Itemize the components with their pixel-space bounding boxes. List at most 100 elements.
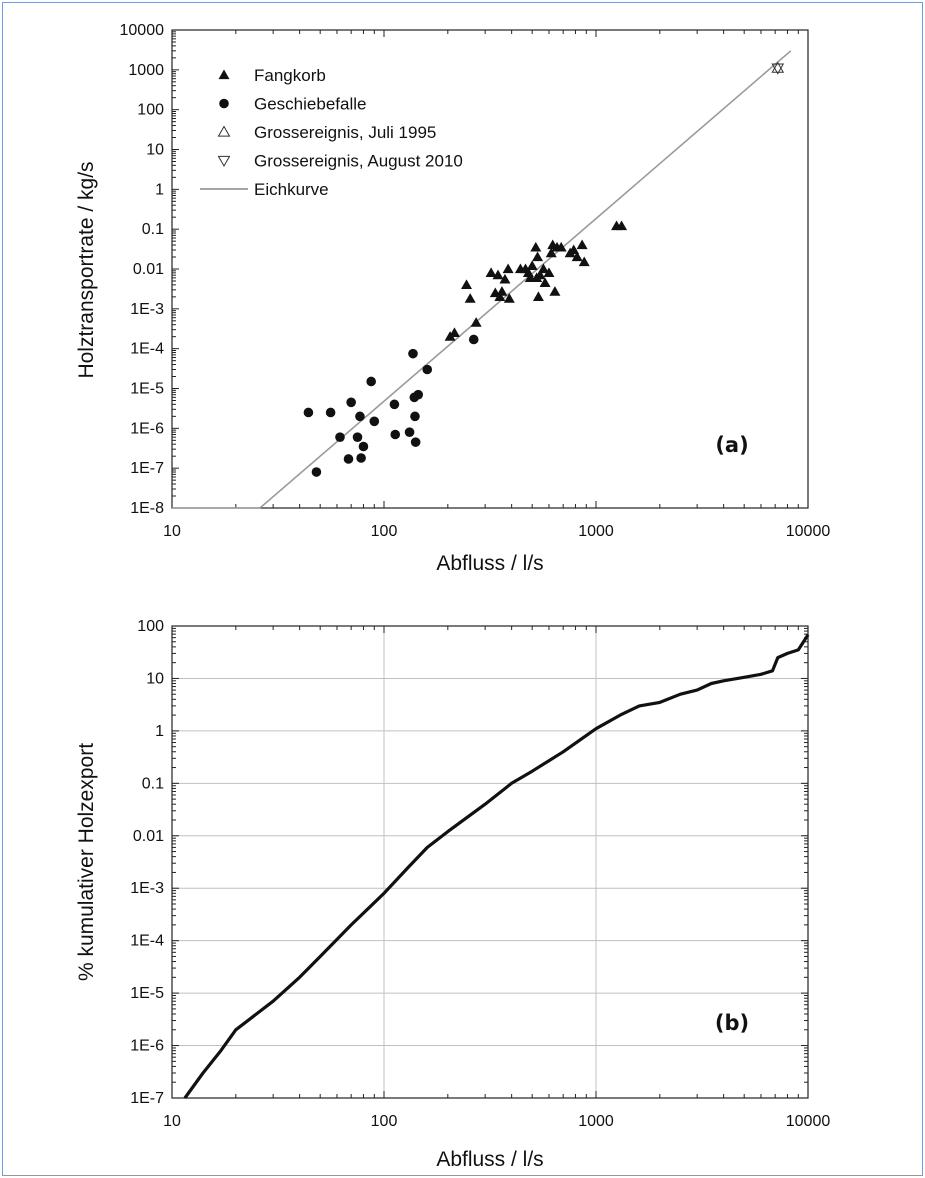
panel-a-label: (a) [715, 433, 748, 457]
geschiebefalle-point [408, 348, 418, 359]
geschiebefalle-point [389, 399, 400, 410]
geschiebefalle-point [366, 376, 376, 387]
fangkorb-point [545, 247, 557, 258]
b-y-tick-label: 1E-3 [130, 880, 164, 897]
b-x-tick-label: 10 [163, 1113, 181, 1130]
b-y-tick-label: 1 [155, 723, 164, 740]
a-x-tick-label: 1000 [578, 523, 614, 540]
grossereignis-juli-1995-point [771, 61, 785, 73]
fangkorb-point [543, 267, 555, 277]
fangkorb-point [496, 286, 508, 296]
panel-b-y-tick-labels: 1E-7 1E-6 1E-5 1E-4 1E-3 0.01 0.1 1 10 100 [130, 618, 164, 1107]
panel-a-chart: 1E-8 1E-7 1E-6 1E-5 1E-4 1E-3 0.01 0.1 1 10 100 100… [75, 22, 830, 575]
fangkorb-point [534, 269, 546, 280]
a-y-tick-label: 100 [137, 102, 164, 119]
geschiebefalle-point [311, 467, 322, 477]
panel-a-fit-line [172, 50, 792, 509]
legend-marker-icon [219, 98, 229, 109]
geschiebefalle-point [358, 441, 369, 452]
panel-a-y-tick-labels: 1E-8 1E-7 1E-6 1E-5 1E-4 1E-3 0.01 0.1 1 10 100 100… [120, 22, 165, 517]
panel-a-x-axis-title: Abfluss / l/s [436, 552, 543, 575]
legend-label: Eichkurve [254, 180, 329, 199]
legend-marker-icon [217, 125, 231, 137]
fangkorb-point [448, 327, 460, 337]
geschiebefalle-point [346, 397, 356, 408]
fangkorb-point [499, 273, 511, 284]
a-y-tick-label: 1 [155, 181, 164, 198]
panel-a-y-axis-title: Holztransportrate / kg/s [75, 161, 98, 378]
fangkorb-point [539, 277, 551, 287]
a-x-tick-label: 10 [163, 523, 181, 540]
fangkorb-point [537, 263, 549, 274]
panel-b-plot-area [171, 625, 809, 1099]
geschiebefalle-point [325, 407, 336, 418]
panel-a-x-tick-labels: 10 100 1000 10000 [163, 523, 830, 540]
geschiebefalle-point [352, 432, 363, 442]
a-x-tick-label: 100 [371, 523, 398, 540]
fangkorb-point [526, 260, 538, 270]
b-y-tick-label: 1E-7 [130, 1090, 164, 1107]
a-y-tick-label: 10 [146, 142, 164, 159]
a-y-tick-label: 1E-6 [130, 420, 164, 437]
a-y-tick-label: 0.01 [133, 261, 164, 278]
a-y-tick-label: 1E-7 [130, 460, 164, 477]
a-y-tick-label: 0.1 [142, 221, 164, 238]
fangkorb-point [532, 291, 544, 301]
geschiebefalle-point [390, 429, 401, 440]
panel-b-cumulative-curve [183, 633, 810, 1099]
fangkorb-point [530, 241, 542, 252]
a-y-tick-label: 10000 [120, 22, 165, 39]
a-y-tick-label: 1E-3 [130, 301, 164, 318]
panel-a-ticks [171, 29, 809, 509]
b-y-tick-label: 10 [146, 670, 164, 687]
legend-label: Grossereignis, Juli 1995 [254, 123, 436, 142]
fangkorb-point [492, 269, 504, 280]
geschiebefalle-point [468, 334, 479, 345]
panel-b-label: (b) [715, 1011, 749, 1035]
panel-b-x-axis-title: Abfluss / l/s [436, 1148, 543, 1171]
fangkorb-point [502, 263, 514, 274]
b-y-tick-label: 0.1 [142, 775, 164, 792]
panel-b-y-axis-title: % kumulativer Holzexport [75, 743, 98, 981]
geschiebefalle-point [303, 407, 314, 418]
geschiebefalle-point [422, 364, 433, 375]
fangkorb-point [485, 267, 497, 277]
fangkorb-point [549, 286, 561, 296]
fangkorb-point [571, 251, 583, 262]
geschiebefalle-point [343, 454, 354, 464]
geschiebefalle-point [355, 411, 365, 422]
fangkorb-point [503, 293, 515, 303]
fangkorb-point [470, 317, 482, 327]
panel-b-x-tick-labels: 10 100 1000 10000 [163, 1113, 830, 1130]
fangkorb-point [578, 256, 590, 267]
eichkurve-line [172, 50, 792, 509]
b-x-tick-label: 10000 [786, 1113, 831, 1130]
fangkorb-point [568, 244, 580, 255]
b-y-tick-label: 1E-5 [130, 985, 164, 1002]
panel-a-data-points [303, 61, 785, 477]
geschiebefalle-point [369, 416, 380, 427]
legend-label: Fangkorb [254, 66, 326, 85]
fangkorb-point [576, 239, 588, 250]
a-y-tick-label: 1E-8 [130, 500, 164, 517]
legend-label: Grossereignis, August 2010 [254, 152, 463, 171]
b-y-tick-label: 1E-6 [130, 1038, 164, 1055]
fangkorb-point [532, 251, 544, 262]
a-y-tick-label: 1000 [128, 62, 164, 79]
a-y-tick-label: 1E-4 [130, 341, 164, 358]
fangkorb-point [494, 291, 506, 301]
a-y-tick-label: 1E-5 [130, 381, 164, 398]
cumulative-export-line [183, 633, 810, 1099]
fangkorb-point [616, 220, 628, 231]
b-y-tick-label: 100 [137, 618, 164, 635]
geschiebefalle-point [413, 389, 424, 400]
legend-marker-icon [217, 155, 231, 168]
a-x-tick-label: 10000 [786, 523, 831, 540]
fangkorb-point [464, 293, 476, 303]
panel-b-gridlines [171, 625, 809, 1099]
legend-label: Geschiebefalle [254, 95, 366, 114]
fangkorb-point [555, 241, 567, 252]
panel-b-ticks [171, 625, 809, 1099]
